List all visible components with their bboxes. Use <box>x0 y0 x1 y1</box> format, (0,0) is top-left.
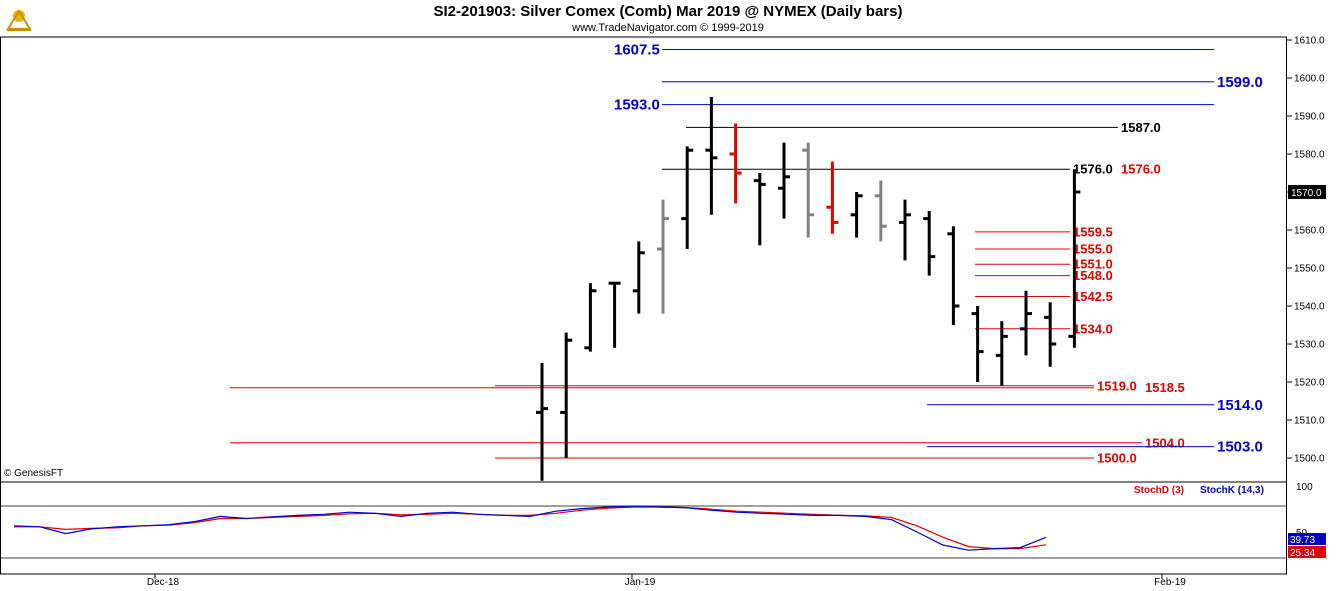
price-tick-label: 1500.0 <box>1294 454 1325 465</box>
level-label: 1519.0 <box>1097 378 1137 393</box>
price-tick-label: 1530.0 <box>1294 340 1325 351</box>
level-label: 1504.0 <box>1145 435 1185 450</box>
chart-subtitle: www.TradeNavigator.com © 1999-2019 <box>572 22 764 34</box>
level-label: 1518.5 <box>1145 380 1185 395</box>
level-label: 1500.0 <box>1097 451 1137 466</box>
level-label: 1599.0 <box>1217 74 1263 91</box>
last-price-box <box>1288 185 1326 199</box>
price-tick-label: 1580.0 <box>1294 150 1325 161</box>
stoch-d-line <box>14 506 1047 550</box>
trade-navigator-logo-icon <box>4 3 34 33</box>
time-tick-label: Jan-19 <box>625 577 656 588</box>
price-tick-label: 1560.0 <box>1294 226 1325 237</box>
level-label: 1551.0 <box>1073 257 1113 272</box>
price-tick-label: 1510.0 <box>1294 416 1325 427</box>
level-label: 1559.5 <box>1073 224 1113 239</box>
stoch-k-value: 39.73 <box>1290 535 1315 546</box>
price-tick-label: 1600.0 <box>1294 74 1325 85</box>
price-tick-label: 1540.0 <box>1294 302 1325 313</box>
stoch-k-value-box <box>1288 533 1326 545</box>
price-tick-label: 1610.0 <box>1294 36 1325 47</box>
level-label: 1576.0 <box>1073 162 1113 177</box>
price-tick-label: 1550.0 <box>1294 264 1325 275</box>
price-tick-label: 1590.0 <box>1294 112 1325 123</box>
level-label: 1514.0 <box>1217 397 1263 414</box>
stoch-d-value: 25.34 <box>1290 548 1315 559</box>
level-label: 1593.0 <box>614 97 660 114</box>
price-tick-label: 1520.0 <box>1294 378 1325 389</box>
last-price-label: 1570.0 <box>1291 188 1322 199</box>
time-tick-label: Feb-19 <box>1154 577 1186 588</box>
stoch-k-line <box>13 505 1047 551</box>
level-label: 1587.0 <box>1121 120 1161 135</box>
stoch-k-legend: StochK (14,3) <box>1200 485 1264 496</box>
level-label: 1576.0 <box>1121 162 1161 177</box>
stoch-d-value-box <box>1288 546 1326 558</box>
level-label: 1555.0 <box>1073 242 1113 257</box>
level-label: 1534.0 <box>1073 321 1113 336</box>
level-label: 1503.0 <box>1217 439 1263 456</box>
level-label: 1542.5 <box>1073 289 1113 304</box>
stoch-d-legend: StochD (3) <box>1134 485 1184 496</box>
stoch-tick-label: 100 <box>1296 482 1313 493</box>
copyright-label: © GenesisFT <box>4 468 64 479</box>
level-label: 1548.0 <box>1073 268 1113 283</box>
time-tick-label: Dec-18 <box>147 577 180 588</box>
stochastic-panel-frame <box>0 481 1287 575</box>
level-label: 1607.5 <box>614 42 660 59</box>
chart-title: SI2-201903: Silver Comex (Comb) Mar 2019… <box>433 3 903 20</box>
